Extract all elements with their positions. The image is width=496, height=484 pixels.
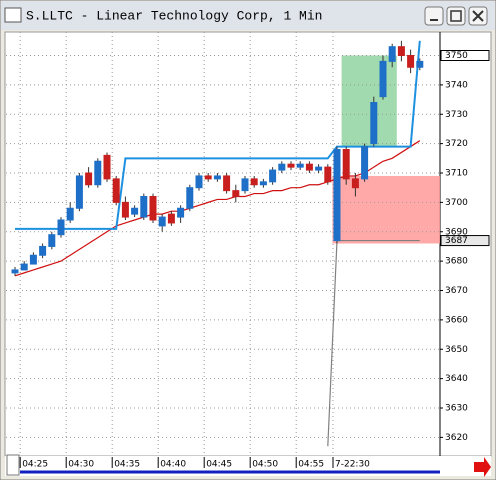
- candle-body: [278, 163, 286, 171]
- y-tick-label: 3640: [445, 374, 468, 384]
- price-marker-label: 3687: [445, 236, 468, 246]
- candle-body: [186, 187, 194, 209]
- candle-body: [204, 175, 212, 180]
- y-tick-label: 3660: [445, 315, 468, 325]
- scroll-thumb[interactable]: [6, 454, 20, 476]
- price-marker: [440, 235, 490, 247]
- candle-body: [85, 172, 93, 186]
- y-tick-label: 3730: [445, 110, 468, 120]
- y-tick-label: 3690: [445, 227, 468, 237]
- candle-body: [213, 175, 221, 180]
- y-tick-label: 3650: [445, 345, 468, 355]
- candle-body: [379, 60, 387, 98]
- zone: [332, 175, 440, 244]
- candle-body: [361, 146, 369, 180]
- minimize-button[interactable]: [424, 6, 444, 26]
- close-icon: [472, 10, 484, 22]
- candle-body: [131, 207, 139, 215]
- window-buttons[interactable]: [424, 6, 488, 26]
- candle-body: [269, 169, 277, 183]
- chart-panel: [4, 31, 492, 457]
- candle-body: [149, 196, 157, 221]
- plot-area: 3750 3740 3730 3720 3710 3700 3690 3680 3670 3660…: [6, 32, 490, 470]
- y-tick-label: 3620: [445, 433, 468, 443]
- title-bar: [1, 1, 495, 30]
- x-tick-label: 04:55: [298, 460, 324, 470]
- candle-body: [388, 46, 396, 62]
- candle-body: [57, 219, 65, 236]
- candle-body: [342, 149, 350, 180]
- candle-body: [112, 178, 120, 203]
- candle-body: [167, 213, 175, 224]
- maximize-button[interactable]: [446, 6, 466, 26]
- y-tick-label: 3720: [445, 139, 468, 149]
- y-tick-label: 3670: [445, 286, 468, 296]
- candle-body: [103, 154, 111, 180]
- y-tick-label: 3680: [445, 257, 468, 267]
- candle-body: [333, 149, 341, 242]
- candle-body: [48, 234, 56, 247]
- candle-body: [195, 175, 203, 189]
- price-marker-label: 3750: [445, 51, 468, 61]
- x-tick-label: 04:35: [114, 460, 140, 470]
- scroll-arrow[interactable]: [474, 457, 491, 477]
- window-title: S.LLTC - Linear Technology Corp, 1 Min: [26, 8, 322, 23]
- candle-body: [140, 196, 148, 218]
- candle-body: [20, 263, 28, 271]
- overlay-line: [15, 40, 421, 230]
- candle-body: [324, 166, 332, 183]
- candle-body: [250, 178, 258, 186]
- candle-body: [370, 102, 378, 145]
- candle-body: [121, 201, 129, 218]
- maximize-icon: [450, 10, 462, 22]
- candle-body: [259, 181, 267, 186]
- candle-body: [416, 60, 424, 68]
- y-tick-label: 3700: [445, 198, 468, 208]
- candle-body: [397, 46, 405, 56]
- y-tick-label: 3710: [445, 169, 468, 179]
- candle-body: [158, 216, 166, 227]
- overlay-line: [14, 140, 421, 277]
- candle-body: [94, 160, 102, 186]
- candle-body: [223, 175, 231, 192]
- x-tick-label: 7-22:30: [335, 460, 370, 470]
- x-tick-label: 04:25: [22, 460, 48, 470]
- x-tick-label: 04:45: [206, 460, 232, 470]
- zone: [341, 55, 397, 147]
- candle-body: [315, 166, 323, 171]
- price-marker: [440, 50, 490, 61]
- candle-body: [29, 254, 37, 265]
- x-tick-label: 04:30: [68, 460, 94, 470]
- candle-body: [287, 163, 295, 168]
- candle-body: [296, 163, 304, 168]
- y-tick-label: 3740: [445, 80, 468, 90]
- overlay-line: [327, 239, 420, 447]
- candle-body: [407, 55, 415, 68]
- x-tick-label: 04:50: [252, 460, 278, 470]
- candle-body: [305, 163, 313, 171]
- x-tick-label: 04:40: [160, 460, 186, 470]
- candle-body: [241, 178, 249, 192]
- candle-body: [177, 207, 185, 218]
- candle-body: [39, 245, 47, 256]
- candle-body: [66, 207, 74, 221]
- y-tick-label: 3630: [445, 404, 468, 414]
- candle-body: [351, 178, 359, 189]
- candle-body: [11, 269, 19, 274]
- candle-body: [75, 175, 83, 209]
- candle-body: [232, 190, 240, 197]
- app-icon: [4, 7, 22, 23]
